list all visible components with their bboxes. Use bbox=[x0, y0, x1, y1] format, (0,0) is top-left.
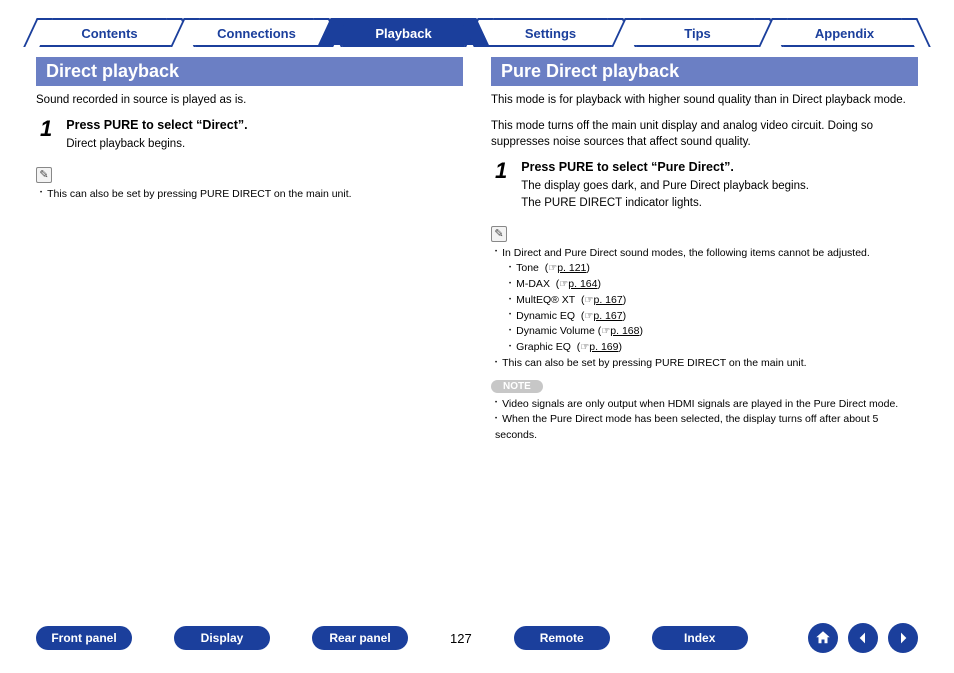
ref-icon: ☞ bbox=[585, 295, 594, 306]
direct-step-desc: Direct playback begins. bbox=[66, 136, 463, 153]
tab-connections[interactable]: Connections bbox=[185, 18, 328, 45]
note-item: In Direct and Pure Direct sound modes, t… bbox=[495, 246, 918, 356]
adj-item: Tone (☞p. 121) bbox=[509, 261, 918, 277]
ref-icon: ☞ bbox=[548, 263, 557, 274]
ref-icon: ☞ bbox=[584, 311, 593, 322]
page-ref-link[interactable]: p. 164 bbox=[568, 278, 597, 290]
note-item: This can also be set by pressing PURE DI… bbox=[40, 187, 463, 203]
pencil-icon: ✎ bbox=[491, 226, 507, 242]
footer-display-button[interactable]: Display bbox=[174, 626, 270, 650]
left-column: Direct playback Sound recorded in source… bbox=[36, 57, 463, 444]
pure-step-title: Press PURE to select “Pure Direct”. bbox=[521, 160, 918, 174]
page-ref-link[interactable]: p. 167 bbox=[594, 294, 623, 306]
pure-intro-1: This mode is for playback with higher so… bbox=[491, 92, 918, 108]
pure-step-desc-1: The display goes dark, and Pure Direct p… bbox=[521, 178, 918, 195]
prev-page-icon[interactable] bbox=[848, 623, 878, 653]
note-item: Video signals are only output when HDMI … bbox=[495, 397, 918, 413]
footer-front-panel-button[interactable]: Front panel bbox=[36, 626, 132, 650]
footer-remote-button[interactable]: Remote bbox=[514, 626, 610, 650]
top-tabs: Contents Connections Playback Settings T… bbox=[36, 18, 918, 47]
adj-item: Dynamic Volume (☞p. 168) bbox=[509, 324, 918, 340]
cannot-adjust-list: Tone (☞p. 121) M-DAX (☞p. 164) MultEQ® X… bbox=[495, 261, 918, 356]
footer-index-button[interactable]: Index bbox=[652, 626, 748, 650]
adj-label: Dynamic EQ bbox=[516, 310, 575, 322]
nav-icons bbox=[808, 623, 918, 653]
adj-label: Graphic EQ bbox=[516, 341, 571, 353]
tab-tips[interactable]: Tips bbox=[626, 18, 769, 45]
direct-notes: This can also be set by pressing PURE DI… bbox=[36, 187, 463, 203]
page-ref-link[interactable]: p. 167 bbox=[593, 310, 622, 322]
adj-label: Tone bbox=[516, 262, 539, 274]
tab-label: Appendix bbox=[815, 26, 874, 41]
right-column: Pure Direct playback This mode is for pl… bbox=[491, 57, 918, 444]
page-ref-link[interactable]: p. 121 bbox=[557, 262, 586, 274]
step-number: 1 bbox=[40, 118, 52, 153]
ref-icon: ☞ bbox=[580, 342, 589, 353]
next-page-icon[interactable] bbox=[888, 623, 918, 653]
adj-item: MultEQ® XT (☞p. 167) bbox=[509, 293, 918, 309]
home-icon[interactable] bbox=[808, 623, 838, 653]
tab-appendix[interactable]: Appendix bbox=[773, 18, 916, 45]
adj-label: Dynamic Volume bbox=[516, 325, 595, 337]
pencil-icon: ✎ bbox=[36, 167, 52, 183]
note-block: Video signals are only output when HDMI … bbox=[491, 397, 918, 444]
section-header-pure: Pure Direct playback bbox=[491, 57, 918, 86]
footer: Front panel Display Rear panel 127 Remot… bbox=[36, 623, 918, 653]
page-ref-link[interactable]: p. 169 bbox=[589, 341, 618, 353]
footer-rear-panel-button[interactable]: Rear panel bbox=[312, 626, 408, 650]
tab-settings[interactable]: Settings bbox=[479, 18, 622, 45]
ref-icon: ☞ bbox=[559, 279, 568, 290]
note-badge: NOTE bbox=[491, 380, 543, 393]
page-ref-link[interactable]: p. 168 bbox=[610, 325, 639, 337]
pure-step: 1 Press PURE to select “Pure Direct”. Th… bbox=[495, 160, 918, 211]
section-header-direct: Direct playback bbox=[36, 57, 463, 86]
tab-contents[interactable]: Contents bbox=[38, 18, 181, 45]
tab-label: Connections bbox=[217, 26, 296, 41]
direct-step: 1 Press PURE to select “Direct”. Direct … bbox=[40, 118, 463, 153]
ref-icon: ☞ bbox=[601, 326, 610, 337]
adj-item: M-DAX (☞p. 164) bbox=[509, 277, 918, 293]
adj-item: Dynamic EQ (☞p. 167) bbox=[509, 309, 918, 325]
tab-playback[interactable]: Playback bbox=[332, 18, 475, 45]
tab-label: Tips bbox=[684, 26, 711, 41]
tab-label: Playback bbox=[375, 26, 431, 41]
page-number: 127 bbox=[450, 631, 472, 646]
direct-step-title: Press PURE to select “Direct”. bbox=[66, 118, 463, 132]
note-item: When the Pure Direct mode has been selec… bbox=[495, 412, 918, 444]
tab-label: Settings bbox=[525, 26, 576, 41]
tab-label: Contents bbox=[81, 26, 137, 41]
direct-intro: Sound recorded in source is played as is… bbox=[36, 92, 463, 108]
adj-label: MultEQ® XT bbox=[516, 294, 575, 306]
pure-notes: In Direct and Pure Direct sound modes, t… bbox=[491, 246, 918, 372]
pure-step-desc-2: The PURE DIRECT indicator lights. bbox=[521, 195, 918, 212]
pure-intro-2: This mode turns off the main unit displa… bbox=[491, 118, 918, 150]
note-text: In Direct and Pure Direct sound modes, t… bbox=[502, 247, 870, 259]
adj-label: M-DAX bbox=[516, 278, 550, 290]
step-number: 1 bbox=[495, 160, 507, 211]
note-item: This can also be set by pressing PURE DI… bbox=[495, 356, 918, 372]
adj-item: Graphic EQ (☞p. 169) bbox=[509, 340, 918, 356]
